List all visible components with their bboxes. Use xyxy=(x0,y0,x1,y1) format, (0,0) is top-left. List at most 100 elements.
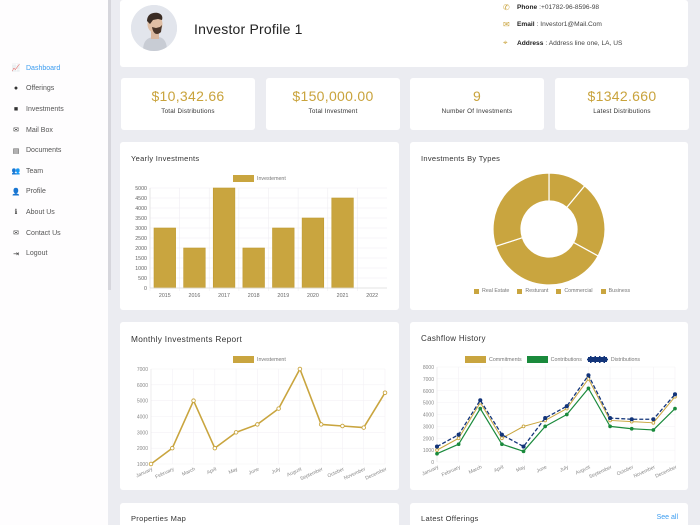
svg-text:July: July xyxy=(559,464,570,473)
sidebar-item-label: Logout xyxy=(26,250,48,258)
svg-text:4500: 4500 xyxy=(135,196,147,202)
sidebar-item-label: Profile xyxy=(26,188,46,196)
legend-item[interactable]: Real Estate xyxy=(474,288,509,294)
svg-text:2022: 2022 xyxy=(366,293,378,299)
legend-label: Real Estate xyxy=(482,288,510,294)
svg-text:April: April xyxy=(493,464,505,474)
svg-text:5000: 5000 xyxy=(137,399,148,405)
email-value: : Investor1@Mail.Com xyxy=(536,21,602,28)
legend-item[interactable]: Business xyxy=(600,288,631,294)
chart-legend[interactable]: Investement xyxy=(233,356,286,363)
svg-text:8000: 8000 xyxy=(423,365,434,371)
sidebar-item-profile[interactable]: 👤 Profile xyxy=(0,182,108,203)
sidebar-item-about-us[interactable]: ℹ About Us xyxy=(0,202,108,223)
svg-text:3000: 3000 xyxy=(423,424,434,430)
sidebar-item-label: Investments xyxy=(26,105,64,113)
monthly-line-chart[interactable]: 1000 2000 3000 4000 5000 6000 7000 January Febru… xyxy=(120,322,399,490)
sidebar-item-team[interactable]: 👥 Team xyxy=(0,161,108,182)
svg-text:1000: 1000 xyxy=(137,462,148,468)
legend-swatch xyxy=(517,288,523,294)
chart-legend[interactable]: Real Estate Resturant Commercial Business xyxy=(474,288,630,294)
legend-swatch xyxy=(465,356,486,363)
legend-item[interactable]: Distributions xyxy=(586,356,641,363)
svg-text:5000: 5000 xyxy=(135,186,147,192)
cashflow-line-chart[interactable]: 0 1000 2000 3000 4000 5000 6000 7000 8000 January… xyxy=(410,322,688,490)
svg-text:2000: 2000 xyxy=(137,446,148,452)
sign-out-icon: ⇥ xyxy=(13,250,19,258)
sidebar-item-investments[interactable]: ■ Investments xyxy=(0,99,108,120)
svg-text:4000: 4000 xyxy=(137,415,148,421)
user-icon: 👤 xyxy=(11,188,21,196)
file-signature-icon: ▤ xyxy=(12,147,20,155)
email-label: Email xyxy=(517,21,535,28)
contact-email: ✉ Email : Investor1@Mail.Com xyxy=(503,20,602,29)
sidebar-item-documents[interactable]: ▤ Documents xyxy=(0,140,108,161)
legend-item[interactable]: Contributions xyxy=(526,356,582,363)
sidebar-scrollbar[interactable] xyxy=(108,0,111,290)
svg-text:4000: 4000 xyxy=(135,206,147,212)
svg-text:March: March xyxy=(468,464,483,475)
legend-label: Business xyxy=(608,288,631,294)
panel-title: Investments By Types xyxy=(421,154,501,163)
svg-text:2021: 2021 xyxy=(337,293,349,299)
svg-text:6000: 6000 xyxy=(423,389,434,395)
latest-offerings-panel: Latest Offerings See all xyxy=(410,503,688,525)
legend-swatch xyxy=(526,356,548,363)
svg-text:February: February xyxy=(154,466,175,480)
panel-title: Yearly Investments xyxy=(131,154,200,163)
sidebar-item-contact-us[interactable]: ✉ Contact Us xyxy=(0,223,108,244)
sidebar-item-dashboard[interactable]: 📈 Dashboard xyxy=(0,58,108,79)
yearly-bar-chart[interactable]: 0 500 1000 1500 2000 2500 3000 3500 4000 4500 5000… xyxy=(120,142,399,310)
svg-text:5000: 5000 xyxy=(423,401,434,407)
stat-label: Total Investment xyxy=(308,108,358,115)
legend-swatch xyxy=(233,175,254,182)
legend-label: Distributions xyxy=(610,356,641,363)
envelope-icon: ✉ xyxy=(503,20,510,29)
legend-swatch xyxy=(474,288,479,294)
sidebar-item-label: About Us xyxy=(26,208,55,216)
sidebar-item-label: Dashboard xyxy=(26,64,61,72)
svg-text:2500: 2500 xyxy=(135,236,147,242)
svg-text:2016: 2016 xyxy=(189,293,201,299)
svg-text:7000: 7000 xyxy=(137,367,148,373)
stat-value: 9 xyxy=(472,88,482,104)
svg-text:2000: 2000 xyxy=(135,246,147,252)
legend-item[interactable]: Commitments xyxy=(465,356,522,363)
svg-text:1000: 1000 xyxy=(423,448,434,454)
legend-label: Resturant xyxy=(525,288,549,294)
stat-number-of-investments: 9 Number Of Investments xyxy=(410,78,544,130)
address-label: Address xyxy=(517,39,544,47)
svg-text:3000: 3000 xyxy=(137,430,148,436)
panel-title: Cashflow History xyxy=(421,334,486,343)
svg-text:3000: 3000 xyxy=(135,226,147,232)
sidebar-item-offerings[interactable]: ● Offerings xyxy=(0,79,108,100)
legend-label: Commercial xyxy=(564,288,593,294)
chart-legend[interactable]: Commitments Contributions Distributions xyxy=(465,356,640,363)
phone-icon: ✆ xyxy=(503,3,510,12)
legend-item[interactable]: Resturant xyxy=(517,288,548,294)
phone-label: Phone xyxy=(517,4,538,11)
svg-text:November: November xyxy=(343,466,367,481)
sidebar-item-mail-box[interactable]: ✉ Mail Box xyxy=(0,120,108,141)
see-all-link[interactable]: See all xyxy=(656,514,678,521)
svg-text:2018: 2018 xyxy=(248,293,260,299)
svg-text:7000: 7000 xyxy=(423,377,434,383)
chart-legend[interactable]: Investement xyxy=(233,175,286,182)
svg-text:April: April xyxy=(206,466,218,476)
sidebar-item-label: Contact Us xyxy=(26,229,61,237)
svg-text:November: November xyxy=(633,464,657,479)
legend-item[interactable]: Commercial xyxy=(556,288,593,294)
legend-label: Contributions xyxy=(550,356,582,363)
svg-text:0: 0 xyxy=(431,460,434,466)
chart-line-icon: 📈 xyxy=(11,65,21,73)
sidebar-item-label: Offerings xyxy=(26,85,55,93)
legend-swatch xyxy=(600,288,606,294)
stat-label: Total Distributions xyxy=(161,108,215,115)
avatar-image xyxy=(131,5,177,51)
svg-text:June: June xyxy=(248,466,261,476)
investments-doughnut-chart[interactable] xyxy=(410,142,688,310)
legend-swatch xyxy=(586,356,608,363)
sidebar-item-logout[interactable]: ⇥ Logout xyxy=(0,243,108,264)
cashflow-history-panel: Cashflow History Commitments Contribution… xyxy=(410,322,688,490)
stat-label: Number Of Investments xyxy=(441,108,513,115)
